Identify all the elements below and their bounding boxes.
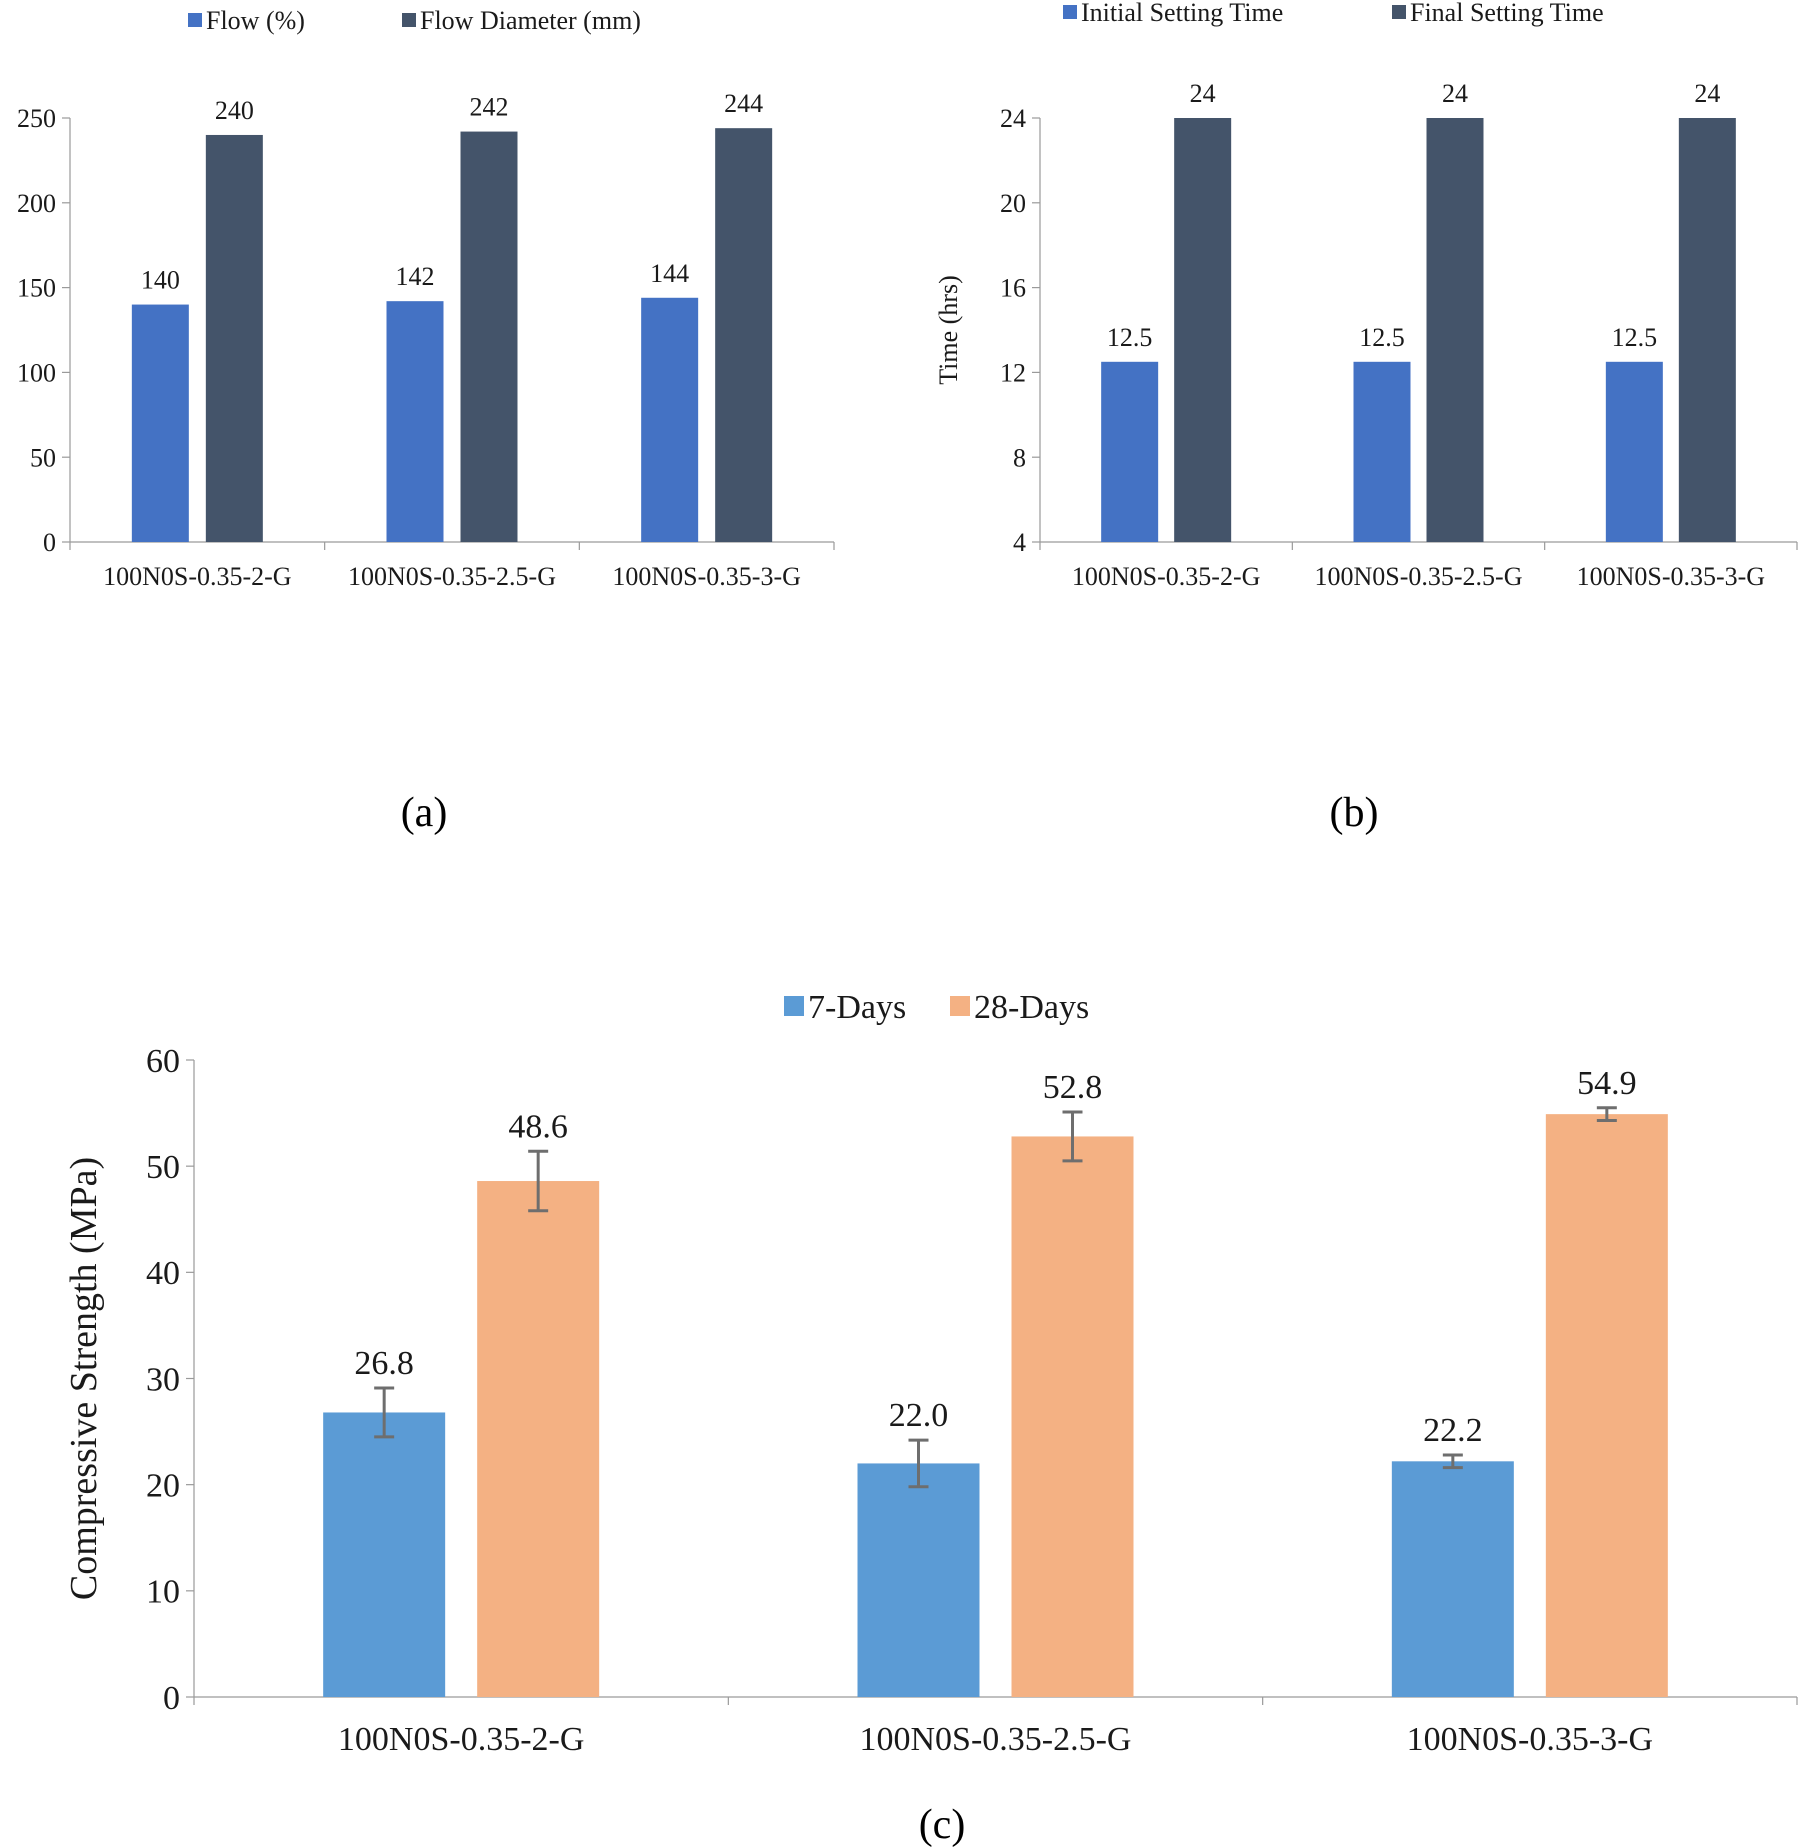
- chart-b-legend-swatch: [1063, 5, 1077, 19]
- chart-b-data-label: 24: [1694, 79, 1720, 108]
- chart-c-data-label: 22.0: [889, 1397, 949, 1434]
- chart-c-bar-28-days: [1011, 1136, 1134, 1697]
- chart-b-y-tick-label: 16: [1000, 274, 1026, 303]
- chart-b-y-axis-title: Time (hrs): [934, 275, 963, 385]
- panel-label-a: (a): [401, 790, 448, 836]
- chart-c-data-label: 26.8: [354, 1345, 414, 1382]
- chart-b-bar-final-setting-time: [1426, 118, 1484, 542]
- chart-c-legend-swatch: [950, 996, 970, 1016]
- chart-a-data-label: 240: [215, 96, 254, 125]
- chart-a-data-label: 242: [470, 93, 509, 122]
- chart-b-bar-initial-setting-time: [1605, 361, 1663, 542]
- chart-c-legend-swatch: [784, 996, 804, 1016]
- chart-c-bar-28-days: [477, 1181, 600, 1697]
- chart-b-y-tick-label: 12: [1000, 359, 1026, 388]
- chart-b-x-tick-label: 100N0S-0.35-2.5-G: [1315, 562, 1523, 591]
- chart-a-y-tick-label: 250: [17, 104, 56, 133]
- chart-b-bar-initial-setting-time: [1353, 361, 1411, 542]
- chart-a-data-label: 140: [141, 266, 180, 295]
- chart-a-bar-flow: [131, 304, 189, 542]
- chart-b-y-tick-label: 4: [1013, 528, 1026, 557]
- chart-c-y-tick-label: 50: [146, 1149, 180, 1186]
- chart-a-y-tick-label: 100: [17, 359, 56, 388]
- chart-c-y-axis-title: Compressive Strength (MPa): [63, 1157, 105, 1600]
- panel-label-b: (b): [1330, 790, 1379, 836]
- chart-a-legend-swatch: [402, 13, 416, 27]
- chart-b-x-tick-label: 100N0S-0.35-3-G: [1577, 562, 1766, 591]
- chart-b-legend-label: Final Setting Time: [1410, 0, 1604, 27]
- chart-a-y-tick-label: 150: [17, 274, 56, 303]
- chart-b-legend-label: Initial Setting Time: [1081, 0, 1283, 27]
- chart-c-y-tick-label: 30: [146, 1361, 180, 1398]
- chart-a-bar-flow-diameter-mm: [205, 134, 263, 542]
- chart-c-x-tick-label: 100N0S-0.35-2.5-G: [860, 1721, 1132, 1758]
- chart-a-bar-flow: [641, 297, 699, 542]
- chart-b-x-tick-label: 100N0S-0.35-2-G: [1072, 562, 1261, 591]
- chart-a-bar-flow: [386, 301, 444, 542]
- chart-c-data-label: 22.2: [1423, 1412, 1483, 1449]
- chart-a-x-tick-label: 100N0S-0.35-3-G: [612, 562, 801, 591]
- chart-a-legend-label: Flow (%): [206, 6, 305, 35]
- chart-b-data-label: 24: [1190, 79, 1216, 108]
- chart-c-bar-7-days: [1391, 1461, 1514, 1697]
- chart-c-data-label: 48.6: [508, 1108, 568, 1145]
- chart-c-data-label: 52.8: [1043, 1069, 1103, 1106]
- chart-b-y-tick-label: 20: [1000, 189, 1026, 218]
- chart-c-x-tick-label: 100N0S-0.35-2-G: [338, 1721, 584, 1758]
- chart-b-y-tick-label: 24: [1000, 104, 1026, 133]
- chart-a-x-tick-label: 100N0S-0.35-2.5-G: [348, 562, 556, 591]
- chart-a-legend-swatch: [188, 13, 202, 27]
- chart-b-data-label: 12.5: [1612, 323, 1658, 352]
- chart-c-y-tick-label: 10: [146, 1574, 180, 1611]
- chart-a-bar-flow-diameter-mm: [460, 131, 518, 542]
- chart-a-y-tick-label: 200: [17, 189, 56, 218]
- chart-a-flow: 0 50 100 150 200 250 100N0S-0.35-2-G 100N0S-0.3…: [17, 6, 835, 591]
- chart-c-legend-label: 28-Days: [974, 989, 1089, 1026]
- chart-c-y-tick-label: 60: [146, 1043, 180, 1080]
- chart-b-data-label: 12.5: [1359, 323, 1405, 352]
- chart-c-bar-28-days: [1545, 1114, 1668, 1697]
- chart-c-bar-7-days: [857, 1463, 980, 1697]
- chart-a-data-label: 244: [724, 89, 763, 118]
- chart-c-y-tick-label: 0: [163, 1680, 180, 1717]
- chart-b-legend-swatch: [1392, 5, 1406, 19]
- chart-b-bar-final-setting-time: [1174, 118, 1232, 542]
- chart-c-bar-7-days: [323, 1412, 446, 1697]
- panel-label-c: (c): [919, 1802, 966, 1848]
- chart-c-data-label: 54.9: [1577, 1065, 1637, 1102]
- chart-a-legend-label: Flow Diameter (mm): [420, 6, 641, 35]
- chart-c-y-tick-label: 20: [146, 1468, 180, 1505]
- chart-b-bar-final-setting-time: [1678, 118, 1736, 542]
- chart-b-setting-time: 4 8 12 16 20 24 100N0S-0.35-2-G 100N0S-0.35-2.5…: [934, 0, 1798, 591]
- chart-a-x-tick-label: 100N0S-0.35-2-G: [103, 562, 292, 591]
- chart-a-y-tick-label: 0: [43, 528, 56, 557]
- chart-a-data-label: 144: [650, 259, 689, 288]
- chart-a-data-label: 142: [396, 262, 435, 291]
- chart-b-y-tick-label: 8: [1013, 443, 1026, 472]
- chart-b-data-label: 12.5: [1107, 323, 1153, 352]
- chart-a-bar-flow-diameter-mm: [715, 128, 773, 542]
- chart-a-y-tick-label: 50: [30, 443, 56, 472]
- chart-c-compressive-strength: 0 10 20 30 40 50 60 100N0S-0.35-2-G 100N0S-0.35-…: [63, 989, 1798, 1758]
- chart-c-y-tick-label: 40: [146, 1255, 180, 1292]
- chart-b-bar-initial-setting-time: [1101, 361, 1159, 542]
- chart-c-legend-label: 7-Days: [808, 989, 906, 1026]
- chart-c-x-tick-label: 100N0S-0.35-3-G: [1407, 1721, 1653, 1758]
- chart-b-data-label: 24: [1442, 79, 1468, 108]
